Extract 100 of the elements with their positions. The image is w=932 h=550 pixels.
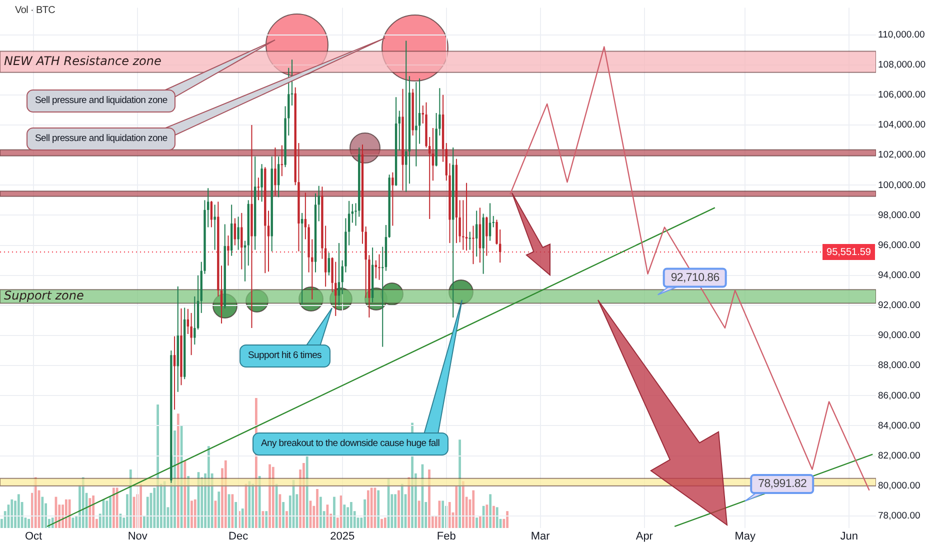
bar: [302, 463, 305, 528]
bar: [112, 488, 115, 528]
bar: [455, 486, 458, 528]
bar: [109, 496, 112, 528]
y-tick-label: 96,000.00: [878, 240, 920, 251]
y-tick-label: 108,000.00: [878, 59, 926, 70]
x-tick-label: 2025: [330, 530, 355, 543]
bar: [316, 489, 318, 528]
candlestick: [405, 40, 408, 192]
bar: [384, 518, 386, 528]
bar: [448, 502, 451, 528]
bar: [51, 518, 54, 528]
candlestick: [227, 235, 230, 266]
y-tick-label: 102,000.00: [878, 150, 926, 161]
candlestick: [392, 172, 394, 226]
candlestick: [267, 210, 270, 272]
bar: [398, 490, 400, 528]
candlestick: [186, 308, 190, 335]
annotation: Vol · BTC: [15, 5, 56, 17]
bar: [140, 484, 142, 528]
candlestick: [486, 216, 488, 256]
x-tick-label: Jun: [840, 530, 858, 543]
bar: [377, 490, 380, 528]
y-tick-label: 78,000.00: [878, 510, 920, 522]
ref-line-label: 95,551.59: [826, 246, 872, 258]
annotation: Sell pressure and liquidation zone: [27, 90, 176, 112]
y-tick-label: 86,000.00: [878, 390, 920, 402]
y-tick-label: 104,000.00: [878, 120, 926, 131]
bar: [476, 518, 478, 528]
candlestick: [260, 164, 263, 202]
bar: [224, 460, 227, 528]
candlestick: [465, 182, 468, 252]
bar: [319, 496, 322, 528]
x-tick-label: May: [734, 530, 756, 543]
y-tick-label: 88,000.00: [878, 360, 920, 372]
y-tick-label: 84,000.00: [878, 420, 920, 432]
bar: [252, 484, 254, 528]
bar: [156, 404, 159, 528]
candlestick: [190, 312, 192, 356]
candlestick: [210, 200, 213, 228]
candlestick: [318, 185, 320, 222]
x-tick-label: Dec: [228, 530, 249, 543]
bar: [64, 499, 68, 528]
y-tick-label: 110,000.00: [878, 29, 925, 40]
y-tick-label: 94,000.00: [878, 270, 920, 281]
x-tick-label: Nov: [128, 530, 148, 543]
bar: [472, 490, 475, 528]
bar: [28, 518, 30, 528]
bar: [370, 488, 373, 528]
bar: [394, 494, 397, 528]
y-tick-label: 106,000.00: [878, 90, 926, 101]
bar: [146, 496, 149, 528]
candlestick: [274, 147, 276, 196]
annotation: Any breakout to the downside cause huge fall: [253, 433, 448, 455]
x-tick-label: Oct: [25, 530, 42, 543]
bar: [286, 511, 288, 528]
bar: [366, 490, 370, 528]
bar: [350, 502, 352, 528]
y-tick-label: 82,000.00: [878, 450, 920, 462]
candlestick: [338, 242, 340, 306]
bar: [343, 504, 346, 528]
y-tick-label: 98,000.00: [878, 210, 920, 221]
x-tick-label: Mar: [530, 530, 550, 543]
y-tick-label: 80,000.00: [878, 480, 920, 492]
bar: [10, 499, 14, 528]
bar: [116, 488, 118, 528]
bar: [489, 494, 492, 528]
bar: [496, 507, 498, 528]
bar: [400, 484, 404, 528]
candlestick: [476, 210, 478, 258]
bar: [272, 466, 274, 528]
candlestick: [488, 202, 492, 242]
bar: [68, 499, 71, 528]
bar: [282, 502, 285, 528]
bar: [194, 499, 196, 528]
bar: [438, 500, 441, 528]
bar: [506, 511, 508, 528]
bar: [88, 498, 92, 528]
annotation: Sell pressure and liquidation zone: [27, 128, 176, 150]
bar: [380, 518, 383, 528]
x-tick-label: Feb: [436, 530, 456, 543]
candlestick: [277, 156, 280, 198]
candlestick: [398, 110, 400, 152]
candlestick: [415, 82, 418, 167]
candlestick: [240, 212, 243, 270]
bar: [333, 496, 336, 528]
candlestick: [378, 254, 380, 280]
annotation: 78,991.82: [751, 475, 814, 494]
bar: [418, 500, 420, 528]
candlestick: [237, 216, 240, 250]
bar: [364, 499, 366, 528]
candlestick: [300, 212, 304, 304]
annotation: Support hit 6 times: [240, 345, 330, 367]
bar: [478, 516, 482, 528]
candlestick: [432, 128, 434, 182]
candlestick: [328, 252, 330, 276]
bar: [268, 464, 271, 528]
bar: [17, 494, 20, 528]
bar: [458, 440, 461, 528]
annotation: 92,710.86: [664, 268, 726, 287]
